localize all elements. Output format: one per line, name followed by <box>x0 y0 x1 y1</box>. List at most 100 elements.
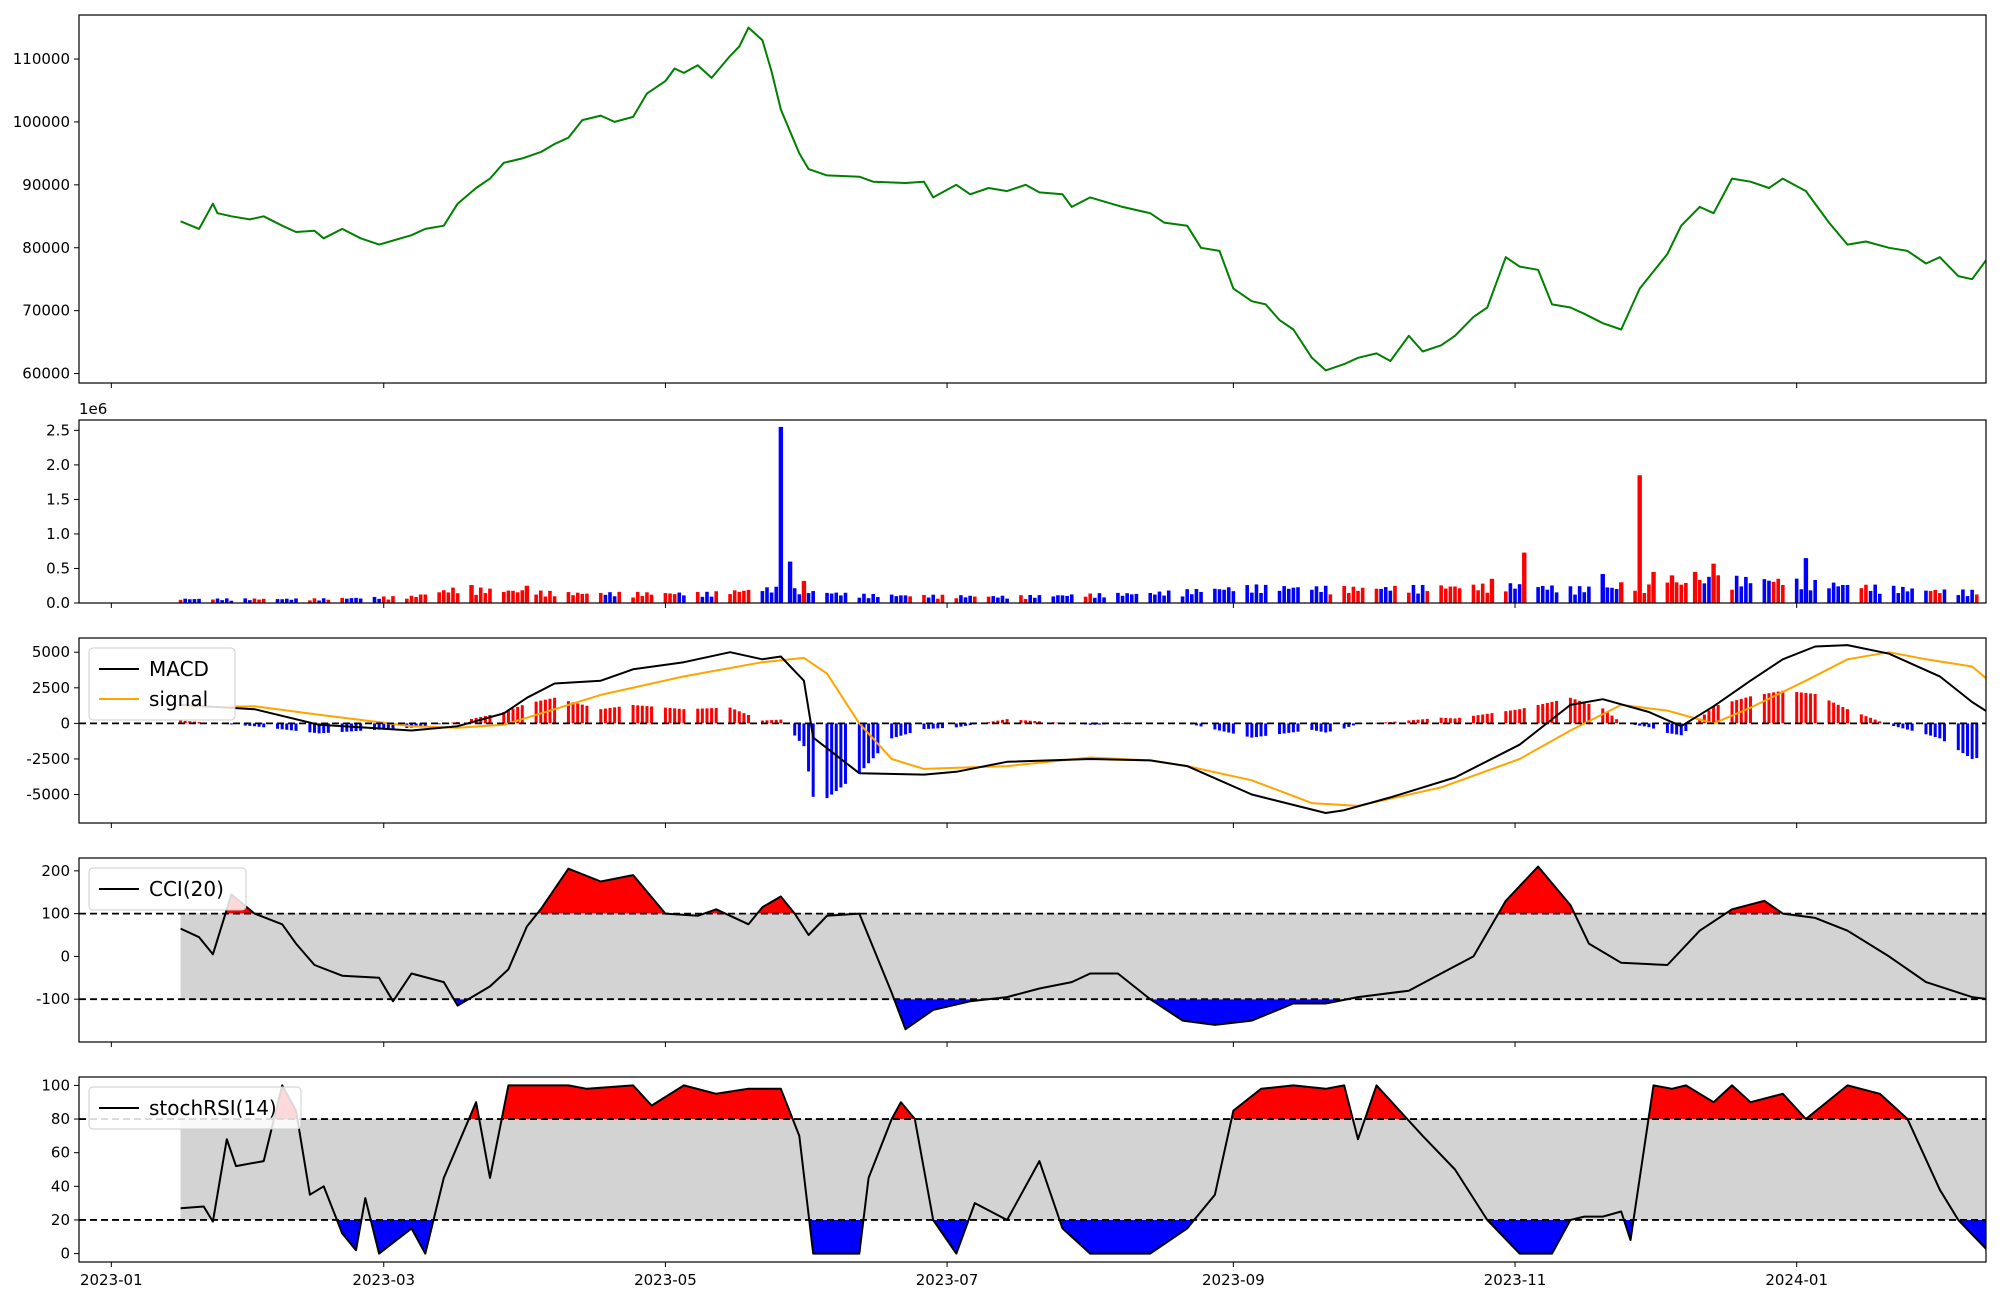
price-plot-area <box>181 28 2000 371</box>
macd-histogram-bar <box>1264 723 1267 735</box>
volume-bar <box>1776 579 1780 603</box>
volume-bar <box>1546 590 1550 603</box>
volume-bar <box>585 594 589 603</box>
price-ytick-label: 70000 <box>22 302 70 320</box>
macd-histogram-bar <box>1638 723 1641 725</box>
macd-histogram-bar <box>1777 692 1780 724</box>
volume-bar <box>1781 585 1785 603</box>
macd-histogram-bar <box>710 708 713 723</box>
volume-bar <box>345 599 349 603</box>
macd-histogram-bar <box>904 723 907 734</box>
volume-bar <box>1929 591 1933 603</box>
volume-bar <box>682 595 686 603</box>
volume-bar <box>631 598 635 603</box>
macd-histogram-bar <box>1297 723 1300 731</box>
macd-histogram-bar <box>867 723 870 763</box>
volume-bar <box>955 598 959 603</box>
macd-plot-area <box>179 645 2000 813</box>
volume-bar <box>908 596 912 603</box>
macd-histogram-bar <box>1846 709 1849 723</box>
macd-ytick-label: -5000 <box>26 786 70 804</box>
volume-bar <box>1056 595 1060 603</box>
volume-bar <box>1749 583 1753 603</box>
volume-bar <box>770 593 774 603</box>
macd-histogram-bar <box>1966 723 1969 756</box>
macd-histogram-bar <box>747 715 750 723</box>
volume-bar <box>1573 595 1577 603</box>
macd-histogram-bar <box>1583 702 1586 723</box>
volume-ytick-label: 1.5 <box>46 490 70 508</box>
volume-bar <box>1315 586 1319 603</box>
macd-histogram-bar <box>844 723 847 783</box>
macd-ytick-label: -2500 <box>26 750 70 768</box>
macd-histogram-bar <box>1310 723 1313 729</box>
volume-bar <box>1458 588 1462 603</box>
volume-bar <box>262 599 266 603</box>
macd-histogram-bar <box>1490 713 1493 723</box>
volume-bar <box>1587 587 1591 603</box>
macd-histogram-bar <box>507 710 510 723</box>
volume-bar <box>1019 595 1023 603</box>
volume-bar <box>1846 585 1850 603</box>
volume-bar <box>313 598 317 603</box>
volume-bar <box>765 587 769 603</box>
volume-offset-label: 1e6 <box>79 400 107 418</box>
macd-histogram-bar <box>230 723 233 724</box>
volume-bar <box>1703 583 1707 603</box>
volume-bar <box>1961 589 1965 603</box>
macd-histogram-bar <box>1860 714 1863 723</box>
volume-bar <box>520 590 524 603</box>
macd-histogram-bar <box>1841 707 1844 723</box>
price-ytick-label: 90000 <box>22 176 70 194</box>
volume-spike-bar <box>1637 475 1641 603</box>
volume-bar <box>696 592 700 603</box>
volume-bar <box>1956 595 1960 603</box>
volume-bar <box>1707 577 1711 603</box>
volume-bar <box>1869 591 1873 603</box>
macd-histogram-bar <box>1523 708 1526 723</box>
volume-spike-bar <box>1804 558 1808 603</box>
volume-bar <box>576 593 580 603</box>
macd-histogram-bar <box>1712 706 1715 723</box>
volume-bar <box>834 593 838 603</box>
volume-bar <box>1125 593 1129 603</box>
macd-histogram-bar <box>1555 701 1558 724</box>
volume-bar <box>1181 596 1185 603</box>
volume-bar <box>1190 594 1194 603</box>
volume-plot-area <box>179 427 2000 603</box>
volume-bar <box>733 590 737 603</box>
macd-histogram-bar <box>1832 703 1835 724</box>
volume-bar <box>377 599 381 603</box>
volume-bar <box>1735 576 1739 603</box>
volume-bar <box>1901 587 1905 603</box>
volume-bar <box>424 595 428 603</box>
volume-bar <box>516 592 520 603</box>
macd-ytick-label: 5000 <box>32 643 70 661</box>
macd-histogram-bar <box>438 723 441 724</box>
volume-bar <box>1606 587 1610 603</box>
volume-bar <box>1513 589 1517 603</box>
macd-histogram-bar <box>1934 723 1937 737</box>
macd-histogram-bar <box>521 705 524 723</box>
volume-bar <box>1028 595 1032 603</box>
volume-bar <box>1453 586 1457 603</box>
macd-histogram-bar <box>1417 720 1420 724</box>
macd-histogram-bar <box>1601 708 1604 723</box>
volume-bar <box>941 595 945 603</box>
macd-histogram-bar <box>599 709 602 723</box>
volume-bar <box>456 593 460 603</box>
macd-ytick-label: 0 <box>60 714 70 732</box>
volume-bar <box>599 593 603 603</box>
macd-histogram-bar <box>581 705 584 724</box>
macd-histogram-bar <box>1504 711 1507 723</box>
volume-bar <box>1255 584 1259 603</box>
macd-histogram-bar <box>1795 692 1798 723</box>
volume-ytick-label: 0.5 <box>46 559 70 577</box>
volume-bar <box>904 595 908 603</box>
macd-histogram-bar <box>1864 716 1867 723</box>
volume-bar <box>1292 588 1296 603</box>
volume-bar <box>414 597 418 603</box>
price-ytick-label: 110000 <box>13 50 70 68</box>
volume-bar <box>1088 594 1092 603</box>
